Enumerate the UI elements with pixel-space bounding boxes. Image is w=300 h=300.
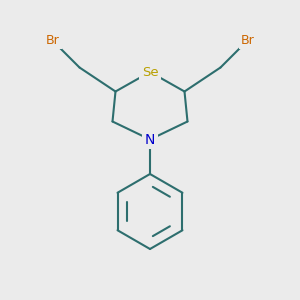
Text: Br: Br (46, 34, 59, 47)
Text: Se: Se (142, 65, 158, 79)
Text: N: N (145, 133, 155, 146)
Text: Br: Br (241, 34, 254, 47)
